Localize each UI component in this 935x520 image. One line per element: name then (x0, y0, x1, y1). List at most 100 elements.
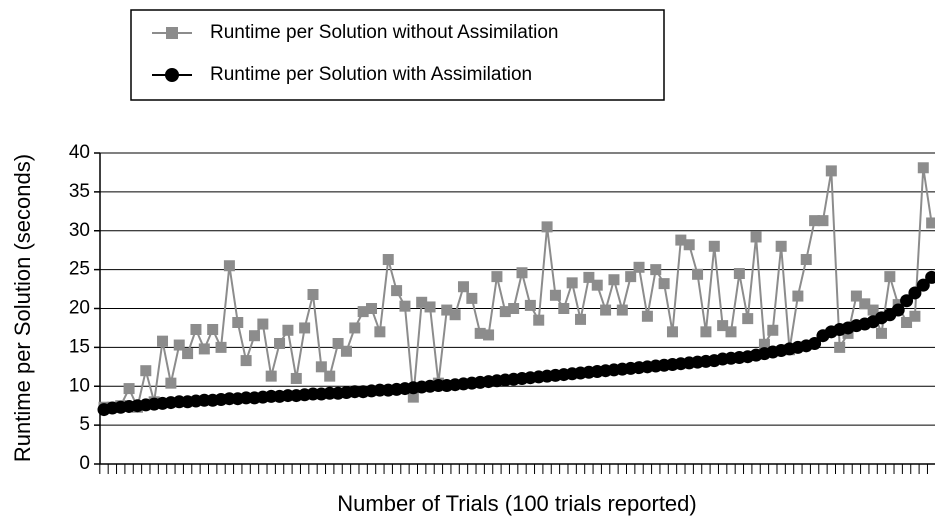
point (775, 240, 787, 252)
point (332, 337, 344, 349)
point (875, 327, 887, 339)
point (166, 27, 178, 39)
point (248, 330, 260, 342)
point (499, 306, 511, 318)
y-tick-label: 10 (69, 375, 90, 396)
point (908, 286, 922, 300)
point (483, 329, 495, 341)
point (282, 324, 294, 336)
point (382, 254, 394, 266)
legend-label: Runtime per Solution without Assimilatio… (210, 22, 559, 43)
point (374, 326, 386, 338)
point (859, 298, 871, 310)
point (742, 313, 754, 325)
point (600, 304, 612, 316)
point (900, 294, 914, 308)
legend-label: Runtime per Solution with Assimilation (210, 64, 532, 85)
y-tick-label: 35 (69, 181, 90, 202)
point (541, 221, 553, 233)
point (683, 239, 695, 251)
point (140, 365, 152, 377)
point (357, 306, 369, 318)
point (165, 68, 179, 82)
point (391, 285, 403, 297)
point (457, 281, 469, 293)
point (299, 322, 311, 334)
point (198, 343, 210, 355)
point (466, 292, 478, 304)
point (340, 345, 352, 357)
point (190, 323, 202, 335)
point (524, 299, 536, 311)
x-axis-label: Number of Trials (100 trials reported) (337, 491, 696, 516)
point (641, 310, 653, 322)
point (474, 327, 486, 339)
y-tick-label: 20 (69, 298, 90, 319)
series-line (104, 167, 933, 411)
point (808, 336, 822, 350)
point (800, 254, 812, 266)
point (290, 372, 302, 384)
point (817, 215, 829, 227)
point (165, 377, 177, 389)
point (717, 320, 729, 332)
y-tick-label: 0 (79, 453, 90, 474)
point (207, 323, 219, 335)
point (834, 341, 846, 353)
point (901, 316, 913, 328)
point (315, 361, 327, 373)
point (441, 304, 453, 316)
point (324, 370, 336, 382)
point (909, 310, 921, 322)
point (173, 339, 185, 351)
point (182, 348, 194, 360)
point (867, 304, 879, 316)
point (692, 268, 704, 280)
point (424, 301, 436, 313)
point (240, 355, 252, 367)
point (809, 215, 821, 227)
point (666, 326, 678, 338)
point (850, 290, 862, 302)
point (407, 391, 419, 403)
point (733, 268, 745, 280)
point (926, 217, 935, 229)
point (616, 304, 628, 316)
point (516, 267, 528, 279)
point (157, 335, 169, 347)
point (491, 271, 503, 283)
point (575, 313, 587, 325)
point (758, 338, 770, 350)
point (533, 314, 545, 326)
point (366, 303, 378, 314)
point (223, 260, 235, 272)
point (123, 383, 135, 395)
point (265, 370, 277, 382)
point (767, 324, 779, 336)
point (891, 303, 905, 317)
point (508, 303, 520, 314)
point (558, 303, 570, 314)
point (257, 318, 269, 330)
point (925, 270, 935, 284)
point (274, 337, 286, 349)
point (549, 289, 561, 301)
y-tick-label: 25 (69, 259, 90, 280)
point (725, 326, 737, 338)
y-axis-label: Runtime per Solution (seconds) (10, 154, 35, 462)
point (825, 165, 837, 177)
point (307, 289, 319, 301)
y-tick-label: 40 (69, 142, 90, 163)
y-tick-label: 30 (69, 220, 90, 241)
point (708, 240, 720, 252)
point (608, 274, 620, 286)
point (232, 316, 244, 328)
point (583, 271, 595, 283)
point (566, 277, 578, 289)
point (399, 300, 411, 312)
point (591, 279, 603, 291)
y-tick-label: 15 (69, 336, 90, 357)
point (792, 290, 804, 302)
point (700, 326, 712, 338)
